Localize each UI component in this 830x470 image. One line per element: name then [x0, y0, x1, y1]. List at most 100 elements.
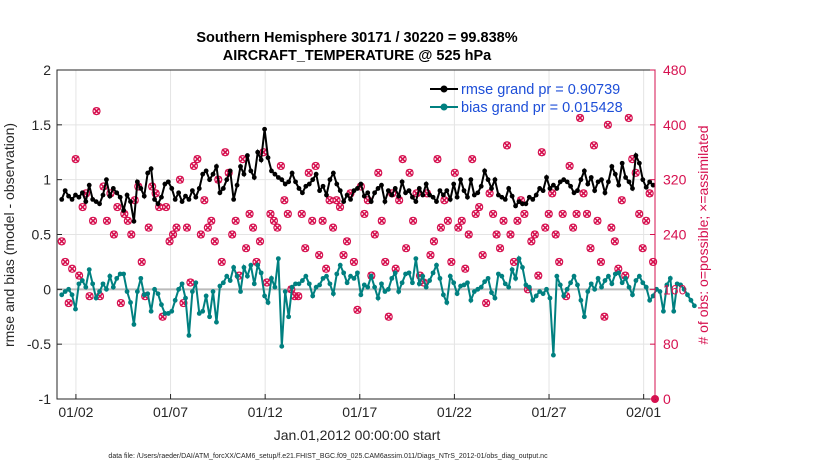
rmse-series-point: [59, 197, 65, 202]
bias-series-point: [365, 284, 371, 290]
rmse-series-point: [592, 188, 598, 194]
bias-series-point: [368, 273, 374, 279]
obs-assimilated-marker: [308, 217, 316, 225]
obs-assimilated-marker: [138, 258, 146, 266]
obs-assimilated-marker: [493, 230, 501, 239]
bias-series-point: [636, 273, 642, 279]
bias-series-point: [379, 281, 384, 287]
x-tick-label: 02/01: [626, 404, 661, 420]
rmse-series-point: [633, 153, 639, 158]
obs-assimilated-marker: [433, 155, 441, 163]
bias-series-point: [495, 271, 501, 277]
rmse-series-point: [131, 218, 137, 224]
bias-series-point: [275, 256, 281, 262]
rmse-series-point: [444, 188, 450, 194]
rmse-series-point: [110, 186, 116, 191]
bias-series-point: [554, 273, 560, 279]
obs-possible-marker: [311, 161, 320, 171]
bias-series-point: [509, 267, 515, 272]
rmse-series-point: [636, 160, 642, 166]
obs-possible-marker: [492, 230, 501, 239]
obs-assimilated-marker: [406, 169, 414, 177]
bias-series-point: [561, 293, 567, 299]
obs-assimilated-marker: [430, 237, 438, 245]
obs-assimilated-marker: [145, 224, 153, 232]
rmse-series-point: [317, 188, 322, 194]
bias-series-point: [220, 280, 226, 286]
bias-series-point: [461, 282, 467, 288]
bias-series-point: [372, 284, 378, 290]
rmse-series-point: [348, 197, 353, 202]
bias-series-point: [468, 297, 474, 303]
obs-assimilated-marker: [646, 189, 654, 197]
obs-assimilated-marker: [618, 196, 626, 204]
obs-possible-marker: [172, 223, 181, 232]
obs-possible-marker: [161, 202, 171, 212]
rmse-series-point: [244, 153, 250, 158]
y-axis-label-right: # of obs: o=possible; ×=assimilated: [695, 125, 711, 344]
obs-possible-marker: [245, 209, 254, 219]
rmse-series-point: [585, 181, 591, 187]
bias-series-point: [427, 278, 433, 283]
obs-assimilated-marker: [513, 217, 522, 225]
y-tick-label-right: 400: [663, 117, 687, 133]
bias-series-point: [107, 273, 113, 279]
rmse-series-point: [330, 170, 336, 176]
obs-possible-marker: [402, 244, 411, 253]
obs-possible-marker: [495, 244, 505, 253]
bias-series-point: [248, 262, 254, 268]
obs-assimilated-marker: [559, 210, 567, 218]
bias-series-point: [396, 289, 402, 294]
bias-series-point: [69, 292, 75, 298]
obs-possible-marker: [196, 230, 205, 239]
rmse-series-point: [643, 184, 649, 190]
bias-series-point: [162, 311, 168, 316]
bias-series-point: [66, 286, 72, 292]
obs-assimilated-marker: [186, 278, 195, 287]
rmse-series-point: [279, 177, 285, 183]
obs-possible-marker: [530, 230, 539, 239]
obs-assimilated-marker: [541, 224, 549, 232]
bias-series-point: [437, 275, 443, 281]
obs-possible-marker: [565, 161, 574, 171]
obs-possible-marker: [488, 209, 498, 219]
obs-assimilated-marker: [200, 196, 208, 204]
rmse-series-point: [313, 171, 319, 177]
bias-series-point: [447, 273, 453, 279]
bias-series-point: [410, 280, 415, 286]
bias-series-point: [59, 292, 65, 298]
obs-possible-marker: [513, 216, 522, 225]
rmse-series-point: [90, 197, 96, 202]
obs-assimilated-marker: [482, 299, 490, 307]
rmse-series-point: [152, 197, 157, 202]
bias-series-point: [124, 289, 130, 294]
obs-possible-marker: [450, 168, 459, 177]
rmse-series-point: [458, 177, 463, 183]
bias-series-point: [451, 280, 457, 286]
obs-assimilated-marker: [503, 141, 511, 149]
obs-assimilated-marker: [315, 251, 323, 259]
obs-assimilated-marker: [353, 306, 361, 314]
bias-series-point: [251, 281, 257, 287]
obs-assimilated-marker: [110, 230, 118, 239]
obs-possible-marker: [408, 216, 418, 225]
bias-series-point: [485, 275, 491, 281]
bias-series-point: [76, 281, 82, 287]
rmse-series-point: [533, 192, 539, 198]
obs-possible-marker: [572, 209, 581, 219]
rmse-series-point: [430, 194, 436, 200]
obs-possible-marker: [447, 257, 456, 267]
rmse-series-point: [310, 177, 316, 183]
obs-assimilated-marker: [392, 265, 400, 273]
rmse-series-point: [165, 179, 171, 185]
obs-possible-marker: [315, 250, 324, 260]
obs-assimilated-marker: [510, 258, 518, 266]
rmse-series-point: [289, 170, 295, 176]
obs-assimilated-marker: [232, 217, 240, 225]
obs-possible-marker: [374, 168, 383, 177]
obs-possible-marker: [322, 264, 331, 273]
obs-assimilated-marker: [545, 210, 553, 218]
rmse-series-point: [599, 177, 604, 183]
obs-possible-marker: [127, 230, 136, 239]
rmse-series-point: [623, 175, 629, 180]
